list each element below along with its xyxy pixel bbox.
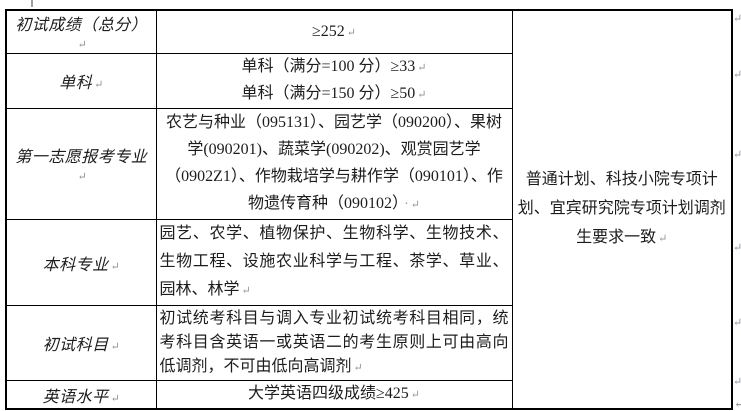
return-mark-icon: ↵	[658, 233, 668, 245]
cell-first-choice-majors: 农艺与种业（095131）、园艺学（090200）、果树学(090201)、蔬菜…	[155, 108, 513, 220]
row-label-single-subject: 单科 ↵	[5, 53, 157, 109]
row-label-text: 初试科目	[42, 337, 109, 354]
cell-initial-exam-subjects: 初试统考科目与调入专业初试统考科目相同，统考科目含英语一或英语二的考生原则上可由…	[155, 305, 513, 381]
return-mark-icon: ↵	[110, 392, 120, 405]
row-end-mark-icon: ↵	[733, 242, 741, 254]
adjustment-requirements-table: 初试成绩（总分）↵ ≥252 ↵ 普通计划、科技小院专项计划、宜宾研究院专项计划调…	[5, 9, 733, 410]
return-mark-icon: ↵	[77, 39, 87, 51]
row-end-mark-icon: ↵	[733, 376, 741, 388]
table-row: 初试成绩（总分）↵ ≥252 ↵ 普通计划、科技小院专项计划、宜宾研究院专项计划调…	[5, 9, 733, 410]
cell-english-level: 大学英语四级成绩≥425 ↵	[155, 380, 513, 410]
row-label-initial-total-score: 初试成绩（总分） ↵	[5, 9, 157, 54]
table-row: 本科专业 ↵ 园艺、农学、植物保护、生物科学、生物技术、生物工程、设施农业科学与工…	[5, 219, 732, 306]
row-label-text: 初试成绩（总分）	[15, 17, 148, 34]
return-mark-icon: ↵	[241, 285, 251, 297]
row-label-text: 英语水平	[42, 388, 109, 406]
cell-text: 初试统考科目与调入专业初试统考科目相同，统考科目含英语一或英语二的考生原则上可由…	[159, 309, 509, 375]
return-mark-icon: ↵	[410, 389, 420, 401]
space-dot-icon: ·	[404, 197, 409, 212]
row-end-mark-icon: ↵	[733, 317, 741, 329]
return-mark-icon: ↵	[346, 26, 356, 39]
row-end-mark-icon: ↵	[733, 69, 741, 81]
table-row: 初试科目 ↵ 初试统考科目与调入专业初试统考科目相同，统考科目含英语一或英语二的考…	[5, 305, 732, 381]
row-label-text: 第一志愿报考专业	[15, 149, 148, 166]
return-mark-icon: ↵	[417, 89, 427, 101]
cell-text: 大学英语四级成绩≥425	[247, 385, 409, 402]
cell-plans-note: 普通计划、科技小院专项计划、宜宾研究院专项计划调剂生要求一致 ↵	[511, 9, 733, 410]
row-end-mark-icon: ↵	[733, 149, 741, 161]
table-row: 第一志愿报考专业 ↵ 农艺与种业（095131）、园艺学（090200）、果树学(…	[5, 108, 732, 220]
return-mark-icon: ↵	[417, 62, 427, 74]
row-label-undergrad-majors: 本科专业 ↵	[5, 219, 157, 306]
return-mark-icon: ↵	[77, 171, 87, 183]
return-mark-icon: ↵	[410, 199, 420, 211]
row-label-initial-exam-subjects: 初试科目 ↵	[5, 305, 157, 381]
cell-single-subject: 单科（满分=100 分）≥33 ↵ 单科（满分=150 分）≥50 ↵	[155, 53, 513, 109]
paragraph-end-mark-icon: ↵	[734, 396, 741, 411]
cell-undergrad-majors: 园艺、农学、植物保护、生物科学、生物技术、生物工程、设施农业科学与工程、茶学、草…	[155, 219, 513, 306]
cell-initial-total-score: ≥252 ↵	[155, 9, 513, 54]
row-label-text: 本科专业	[42, 256, 109, 274]
column-marker-tick	[31, 0, 33, 7]
table-row: 单科 ↵ 单科（满分=100 分）≥33 ↵ 单科（满分=150 分）≥50 ↵	[5, 53, 732, 109]
cell-text-line: 单科（满分=150 分）≥50 ↵	[241, 85, 427, 102]
table-row: 英语水平 ↵ 大学英语四级成绩≥425 ↵	[5, 380, 732, 410]
return-mark-icon: ↵	[110, 341, 120, 353]
row-label-first-choice-majors: 第一志愿报考专业 ↵	[5, 108, 157, 220]
cell-text: 园艺、农学、植物保护、生物科学、生物技术、生物工程、设施农业科学与工程、茶学、草…	[159, 225, 509, 298]
row-label-english-level: 英语水平 ↵	[5, 380, 157, 410]
row-label-text: 单科	[59, 75, 93, 92]
row-end-mark-icon: ↵	[733, 13, 741, 25]
cell-text: ≥252	[312, 22, 345, 40]
cell-text: 农艺与种业（095131）、园艺学（090200）、果树学(090201)、蔬菜…	[165, 114, 503, 212]
return-mark-icon: ↵	[353, 361, 363, 374]
return-mark-icon: ↵	[110, 260, 120, 273]
return-mark-icon: ↵	[94, 79, 104, 91]
note-text: 普通计划、科技小院专项计划、宜宾研究院专项计划调剂生要求一致	[517, 171, 726, 246]
cell-text-line: 单科（满分=100 分）≥33 ↵	[241, 58, 427, 75]
